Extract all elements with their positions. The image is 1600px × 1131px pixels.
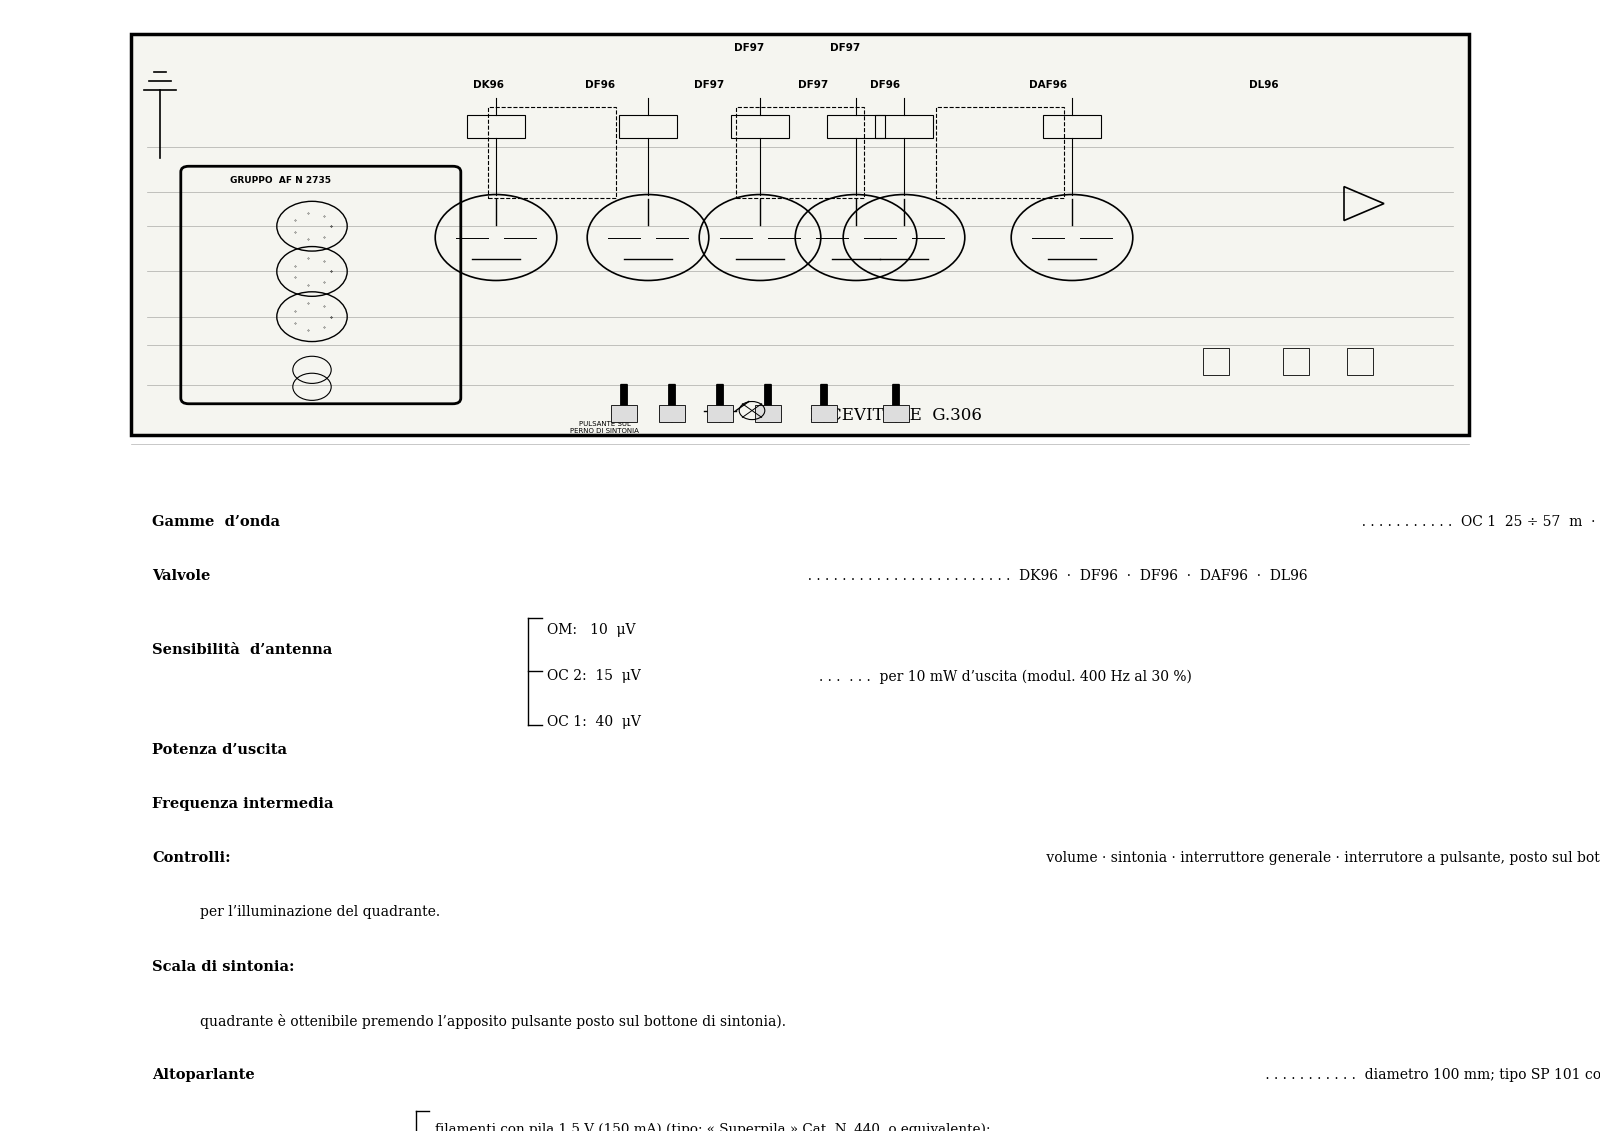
- Text: DF97: DF97: [798, 80, 827, 89]
- Text: . . . . . . . . . . .  diametro 100 mm; tipo SP 101 con trasformatore N. 100 T/1: . . . . . . . . . . . diametro 100 mm; t…: [1261, 1069, 1600, 1082]
- Bar: [1347, 348, 1373, 375]
- Text: DF96: DF96: [586, 80, 614, 89]
- Text: Gamme  d’onda: Gamme d’onda: [152, 515, 280, 528]
- Text: volume · sintonia · interruttore generale · interrutore a pulsante, posto sul bo: volume · sintonia · interruttore general…: [1043, 852, 1600, 865]
- Bar: [827, 115, 885, 138]
- FancyArrow shape: [664, 385, 680, 422]
- Text: Valvole: Valvole: [152, 569, 210, 582]
- Bar: [131, 34, 1469, 435]
- Bar: [467, 115, 525, 138]
- Bar: [488, 107, 616, 198]
- Text: . . . . . . . . . . . . . . . . . . . . . . . .  DK96  ·  DF96  ·  DF96  ·  DAF9: . . . . . . . . . . . . . . . . . . . . …: [798, 569, 1307, 582]
- Text: DL96: DL96: [1250, 80, 1278, 89]
- FancyArrow shape: [712, 385, 728, 422]
- Bar: [936, 107, 1064, 198]
- Text: Potenza d’uscita: Potenza d’uscita: [152, 743, 286, 757]
- Bar: [1043, 115, 1101, 138]
- Bar: [875, 115, 933, 138]
- Bar: [755, 405, 781, 422]
- Text: DF96: DF96: [870, 80, 899, 89]
- FancyArrow shape: [888, 385, 904, 422]
- Text: DF97: DF97: [734, 43, 763, 52]
- Text: Scala di sintonia:: Scala di sintonia:: [152, 960, 294, 974]
- Text: . . . . . . . . . . .  OC 1  25 ÷ 57  m  ·  OC 2  53 ÷ 160  m  ·  OM  180 ÷ 580 : . . . . . . . . . . . OC 1 25 ÷ 57 m · O…: [1354, 515, 1600, 528]
- FancyArrow shape: [816, 385, 832, 422]
- Bar: [883, 405, 909, 422]
- Text: Frequenza intermedia: Frequenza intermedia: [152, 797, 333, 811]
- Text: Controlli:: Controlli:: [152, 852, 230, 865]
- Text: . . .  . . .  per 10 mW d’uscita (modul. 400 Hz al 30 %): . . . . . . per 10 mW d’uscita (modul. 4…: [819, 670, 1192, 684]
- Bar: [811, 405, 837, 422]
- Text: per l’illuminazione del quadrante.: per l’illuminazione del quadrante.: [200, 906, 440, 920]
- Text: RICEVITORE  G.306: RICEVITORE G.306: [810, 406, 982, 424]
- Text: DF97: DF97: [830, 43, 859, 52]
- Bar: [659, 405, 685, 422]
- Text: filamenti con pila 1,5 V (150 mA) (tipo: « Superpila » Cat. N. 440, o equivalent: filamenti con pila 1,5 V (150 mA) (tipo:…: [435, 1123, 990, 1131]
- Bar: [1203, 348, 1229, 375]
- Text: OC 2:  15  μV: OC 2: 15 μV: [547, 670, 642, 683]
- Bar: [619, 115, 677, 138]
- Text: OC 1:  40  μV: OC 1: 40 μV: [547, 716, 642, 729]
- Bar: [707, 405, 733, 422]
- Text: GRUPPO  AF N 2735: GRUPPO AF N 2735: [229, 176, 331, 185]
- FancyArrow shape: [760, 385, 776, 422]
- Text: OM:   10  μV: OM: 10 μV: [547, 623, 635, 637]
- Text: DK96: DK96: [472, 80, 504, 89]
- Text: Altoparlante: Altoparlante: [152, 1069, 254, 1082]
- Bar: [611, 405, 637, 422]
- Bar: [731, 115, 789, 138]
- Text: PULSANTE SUL
PERNO DI SINTONIA: PULSANTE SUL PERNO DI SINTONIA: [570, 421, 640, 434]
- Bar: [1283, 348, 1309, 375]
- Text: Sensibilità  d’antenna: Sensibilità d’antenna: [152, 644, 333, 657]
- Text: DAF96: DAF96: [1029, 80, 1067, 89]
- Bar: [736, 107, 864, 198]
- FancyArrow shape: [616, 385, 632, 422]
- Text: DF97: DF97: [694, 80, 723, 89]
- Text: quadrante è ottenibile premendo l’apposito pulsante posto sul bottone di sintoni: quadrante è ottenibile premendo l’apposi…: [200, 1015, 786, 1029]
